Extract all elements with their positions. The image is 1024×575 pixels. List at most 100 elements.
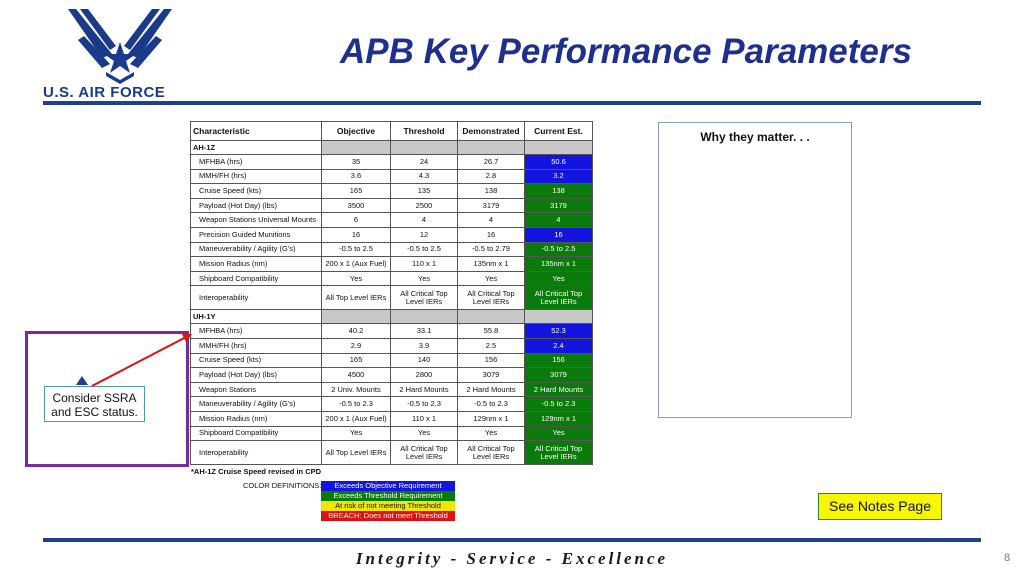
- characteristic-cell: Precision Guided Munitions: [190, 226, 322, 243]
- characteristic-cell: MFHBA (hrs): [190, 154, 322, 170]
- column-header: Current Est.: [524, 121, 593, 141]
- legend-exceeds-threshold: Exceeds Threshold Requirement: [321, 491, 455, 501]
- value-cell: -0.5 to 2.5: [321, 241, 391, 258]
- page-title: APB Key Performance Parameters: [340, 32, 912, 71]
- value-cell: All Critical Top Level IERs: [390, 440, 458, 466]
- table-row: Maneuverability / Agility (G's) -0.5 to 2…: [190, 241, 593, 258]
- value-cell: -0.5 to 2.3: [321, 396, 391, 412]
- why-they-matter-box: Why they matter. . .: [658, 122, 852, 418]
- value-cell: 16: [524, 226, 593, 243]
- characteristic-cell: MMH/FH (hrs): [190, 168, 322, 185]
- value-cell: 3179: [457, 197, 525, 214]
- air-force-wings-icon: [68, 9, 172, 84]
- value-cell: All Critical Top Level IERs: [524, 285, 593, 311]
- table-row: MFHBA (hrs) 40.2 33.1 55.8 52.3: [190, 323, 593, 339]
- value-cell: 4.3: [390, 168, 458, 185]
- value-cell: 165: [321, 352, 391, 369]
- value-cell: 55.8: [457, 323, 525, 339]
- top-divider: [43, 101, 981, 105]
- value-cell: All Critical Top Level IERs: [457, 285, 525, 311]
- value-cell: 135nm x 1: [524, 256, 593, 272]
- value-cell: 200 x 1 (Aux Fuel): [321, 410, 391, 427]
- see-notes-button[interactable]: See Notes Page: [818, 493, 942, 520]
- section-spacer-cell: [524, 309, 593, 325]
- value-cell: 2.5: [457, 337, 525, 354]
- value-cell: 12: [390, 226, 458, 243]
- page-number: 8: [1004, 552, 1011, 564]
- value-cell: 52.3: [524, 323, 593, 339]
- characteristic-cell: Cruise Speed (kts): [190, 352, 322, 369]
- value-cell: 40.2: [321, 323, 391, 339]
- column-header: Threshold: [390, 121, 458, 141]
- value-cell: -0.5 to 2.3: [524, 396, 593, 412]
- section-spacer-cell: [524, 140, 593, 155]
- table-row: MFHBA (hrs) 35 24 26.7 50.6: [190, 154, 593, 170]
- characteristic-cell: Weapon Stations: [190, 381, 322, 398]
- value-cell: 26.7: [457, 154, 525, 170]
- section-name: AH-1Z: [190, 140, 322, 155]
- table-row: Precision Guided Munitions 16 12 16 16: [190, 226, 593, 243]
- footer-motto: Integrity - Service - Excellence: [355, 549, 669, 568]
- value-cell: All Critical Top Level IERs: [524, 440, 593, 466]
- value-cell: 110 x 1: [390, 256, 458, 272]
- section-name: UH-1Y: [190, 309, 322, 325]
- value-cell: -0.5 to 2.3: [457, 396, 525, 412]
- value-cell: 3079: [457, 367, 525, 383]
- value-cell: All Critical Top Level IERs: [457, 440, 525, 466]
- value-cell: 16: [457, 226, 525, 243]
- table-row: Cruise Speed (kts) 165 140 156 156: [190, 352, 593, 369]
- callout-box: Consider SSRA and ESC status.: [44, 386, 145, 422]
- column-header: Objective: [321, 121, 391, 141]
- table-row: Weapon Stations Universal Mounts 6 4 4 4: [190, 212, 593, 228]
- value-cell: 3.9: [390, 337, 458, 354]
- value-cell: 2.9: [321, 337, 391, 354]
- value-cell: 3.6: [321, 168, 391, 185]
- section-row: UH-1Y: [190, 309, 593, 325]
- characteristic-cell: Interoperability: [190, 440, 322, 466]
- characteristic-cell: Cruise Speed (kts): [190, 183, 322, 199]
- triangle-marker-icon: [76, 376, 88, 385]
- value-cell: 4500: [321, 367, 391, 383]
- value-cell: 200 x 1 (Aux Fuel): [321, 256, 391, 272]
- characteristic-cell: Maneuverability / Agility (G's): [190, 241, 322, 258]
- value-cell: Yes: [524, 270, 593, 287]
- value-cell: Yes: [524, 425, 593, 442]
- column-header: Characteristic: [190, 121, 322, 141]
- characteristic-cell: Shipboard Compatibility: [190, 425, 322, 442]
- value-cell: 138: [524, 183, 593, 199]
- value-cell: 4: [524, 212, 593, 228]
- legend-exceeds-objective: Exceeds Objective Requirement: [321, 481, 455, 491]
- table-row: Payload (Hot Day) (lbs) 4500 2800 3079 3079: [190, 367, 593, 383]
- value-cell: 33.1: [390, 323, 458, 339]
- table-footnote: *AH-1Z Cruise Speed revised in CPD: [191, 467, 322, 476]
- value-cell: 3079: [524, 367, 593, 383]
- characteristic-cell: Payload (Hot Day) (lbs): [190, 197, 322, 214]
- value-cell: 129nm x 1: [524, 410, 593, 427]
- logo-text: U.S. AIR FORCE: [43, 84, 166, 101]
- kpp-table: Characteristic Objective Threshold Demonstr…: [190, 121, 593, 466]
- section-spacer-cell: [390, 309, 458, 325]
- section-spacer-cell: [390, 140, 458, 155]
- value-cell: 35: [321, 154, 391, 170]
- legend-breach: BREACH: Does not meet Threshold: [321, 511, 455, 521]
- characteristic-cell: MMH/FH (hrs): [190, 337, 322, 354]
- table-row: Interoperability All Top Level IERs All Cr…: [190, 285, 593, 311]
- section-spacer-cell: [321, 140, 391, 155]
- characteristic-cell: Mission Radius (nm): [190, 256, 322, 272]
- table-header-row: Characteristic Objective Threshold Demonstr…: [190, 121, 593, 141]
- value-cell: Yes: [390, 425, 458, 442]
- value-cell: 2 Univ. Mounts: [321, 381, 391, 398]
- value-cell: Yes: [457, 425, 525, 442]
- value-cell: 138: [457, 183, 525, 199]
- section-spacer-cell: [457, 140, 525, 155]
- value-cell: 2800: [390, 367, 458, 383]
- table-row: Cruise Speed (kts) 165 135 138 138: [190, 183, 593, 199]
- bottom-divider: [43, 538, 981, 542]
- value-cell: 24: [390, 154, 458, 170]
- color-definitions-label: COLOR DEFINITIONS:: [243, 481, 322, 490]
- legend-at-risk: At risk of not meeting Threshold: [321, 501, 455, 511]
- value-cell: 3.2: [524, 168, 593, 185]
- value-cell: -0.5 to 2.79: [457, 241, 525, 258]
- table-row: Mission Radius (nm) 200 x 1 (Aux Fuel) 110…: [190, 256, 593, 272]
- value-cell: 4: [457, 212, 525, 228]
